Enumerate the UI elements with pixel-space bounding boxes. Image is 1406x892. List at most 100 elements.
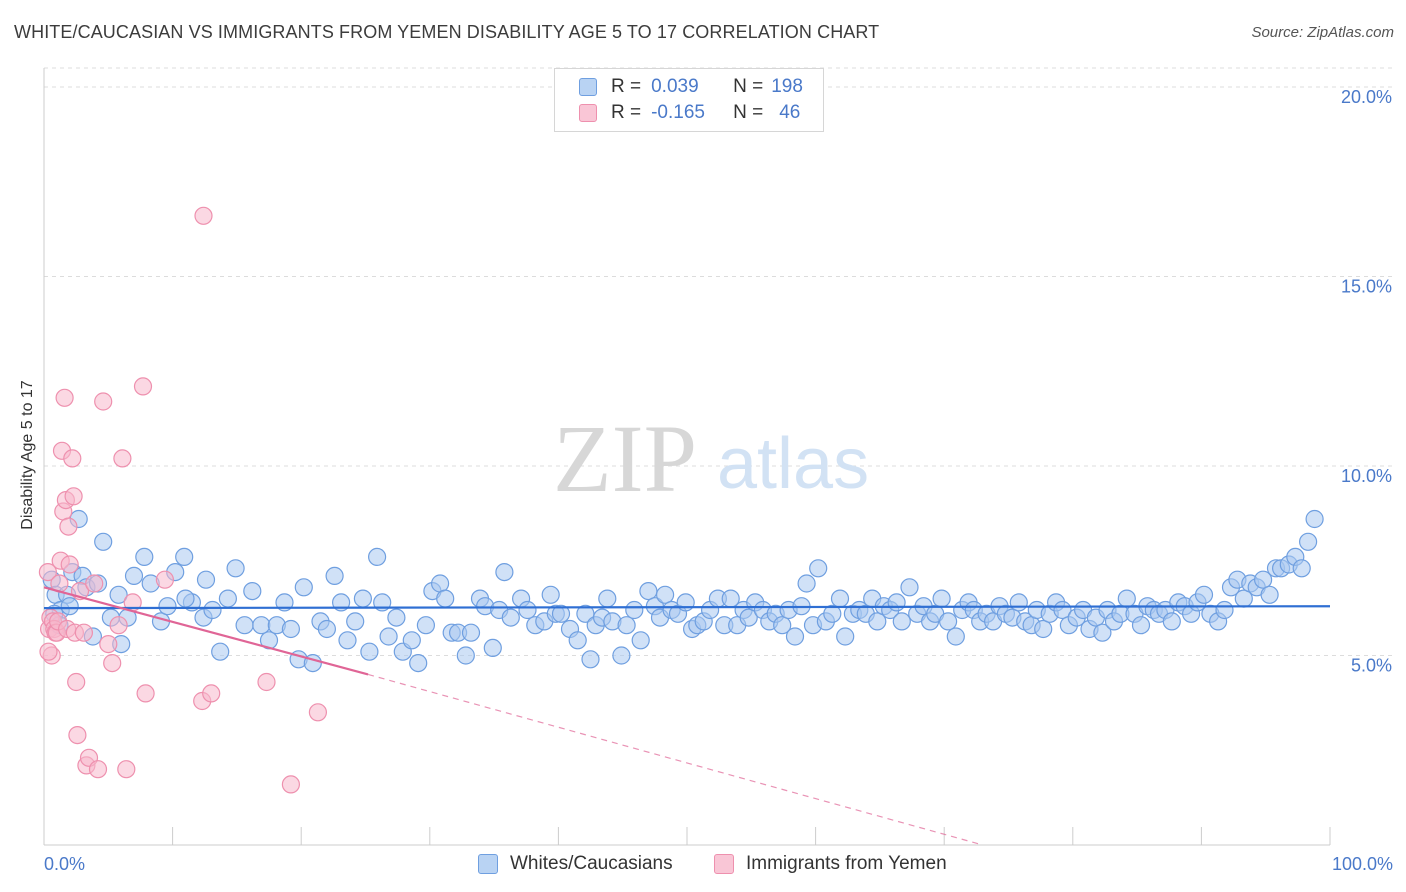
data-point-yemen bbox=[85, 574, 104, 593]
data-point-whites bbox=[568, 631, 587, 650]
data-point-whites bbox=[109, 585, 128, 604]
data-point-whites bbox=[631, 631, 650, 650]
data-point-whites bbox=[243, 581, 262, 601]
data-point-whites bbox=[124, 566, 144, 586]
data-point-yemen bbox=[59, 517, 78, 536]
chart-title: WHITE/CAUCASIAN VS IMMIGRANTS FROM YEMEN… bbox=[14, 22, 880, 42]
data-point-whites bbox=[409, 653, 428, 673]
bottom-legend-swatch-whites bbox=[478, 854, 498, 874]
bottom-legend-yemen: Immigrants from Yemen bbox=[714, 852, 947, 876]
y-tick-label: 10.0% bbox=[1341, 466, 1392, 486]
data-point-whites bbox=[346, 612, 365, 631]
data-point-yemen bbox=[55, 388, 74, 407]
legend: R = 0.039 N = 198 R = -0.165 N = 46 bbox=[554, 68, 824, 132]
data-point-whites bbox=[294, 578, 313, 597]
data-point-yemen bbox=[133, 377, 153, 396]
legend-row-yemen: R = -0.165 N = 46 bbox=[579, 101, 800, 125]
data-point-whites bbox=[60, 597, 79, 616]
data-point-yemen bbox=[117, 760, 136, 779]
data-point-whites bbox=[1292, 559, 1311, 578]
watermark-atlas: atlas bbox=[717, 424, 869, 504]
bottom-legend-whites: Whites/Caucasians bbox=[478, 852, 673, 876]
data-point-whites bbox=[797, 574, 816, 593]
legend-swatch-whites bbox=[579, 78, 597, 96]
data-point-yemen bbox=[109, 616, 128, 635]
y-tick-label: 15.0% bbox=[1341, 276, 1392, 296]
data-point-whites bbox=[655, 585, 675, 604]
data-point-whites bbox=[1131, 616, 1151, 635]
legend-r-value: 0.039 bbox=[651, 76, 699, 97]
data-point-whites bbox=[938, 612, 958, 631]
data-point-whites bbox=[932, 589, 951, 608]
series-yemen-points bbox=[38, 206, 327, 794]
data-point-yemen bbox=[68, 725, 87, 745]
source-label: Source: ZipAtlas.com bbox=[1251, 24, 1394, 41]
data-point-whites bbox=[625, 600, 644, 620]
data-point-yemen bbox=[103, 653, 122, 673]
watermark: ZIP atlas bbox=[553, 405, 869, 512]
data-point-whites bbox=[1093, 623, 1112, 642]
data-point-whites bbox=[353, 589, 372, 608]
data-point-whites bbox=[617, 616, 636, 635]
data-point-whites bbox=[676, 593, 695, 612]
legend-r-label: R = bbox=[611, 76, 642, 97]
data-point-whites bbox=[211, 642, 230, 661]
data-point-whites bbox=[900, 578, 919, 597]
data-point-whites bbox=[94, 532, 113, 551]
data-point-whites bbox=[501, 608, 520, 627]
data-point-whites bbox=[483, 638, 502, 658]
data-point-whites bbox=[436, 589, 455, 608]
data-point-whites bbox=[773, 616, 792, 635]
data-point-whites bbox=[1305, 509, 1324, 529]
data-point-whites bbox=[1034, 619, 1053, 639]
data-point-whites bbox=[431, 574, 450, 593]
data-point-whites bbox=[360, 642, 379, 661]
y-tick-label: 5.0% bbox=[1351, 655, 1392, 675]
data-point-whites bbox=[461, 623, 481, 642]
data-point-whites bbox=[830, 589, 850, 608]
data-point-yemen bbox=[74, 623, 94, 642]
data-point-whites bbox=[887, 593, 906, 612]
legend-n-label: N = bbox=[733, 76, 764, 97]
data-point-yemen bbox=[155, 570, 174, 589]
data-point-whites bbox=[1215, 600, 1234, 620]
data-point-yemen bbox=[257, 672, 276, 692]
data-point-whites bbox=[612, 646, 631, 665]
axes bbox=[43, 68, 1331, 846]
data-point-whites bbox=[416, 616, 435, 635]
data-point-whites bbox=[551, 604, 571, 623]
data-point-yemen bbox=[281, 775, 300, 794]
data-point-whites bbox=[598, 589, 617, 608]
data-point-whites bbox=[946, 627, 965, 646]
bottom-legend-label-whites: Whites/Caucasians bbox=[510, 853, 673, 874]
data-point-whites bbox=[1253, 570, 1273, 589]
data-point-whites bbox=[518, 600, 537, 620]
data-point-whites bbox=[252, 616, 271, 635]
x-tick-label: 0.0% bbox=[44, 854, 85, 874]
data-point-yemen bbox=[94, 392, 113, 411]
data-point-whites bbox=[226, 559, 245, 578]
trend-line-whites bbox=[43, 605, 1331, 610]
data-point-whites bbox=[175, 547, 194, 567]
tick-labels: 5.0% 10.0% 15.0% 20.0% 0.0% 100.0% bbox=[44, 87, 1393, 874]
trend-line-yemen-extension bbox=[367, 673, 983, 846]
data-point-yemen bbox=[39, 642, 58, 661]
data-point-whites bbox=[1260, 585, 1279, 604]
data-point-yemen bbox=[136, 684, 155, 703]
data-point-whites bbox=[892, 612, 911, 631]
data-point-yemen bbox=[60, 555, 79, 574]
data-point-yemen bbox=[88, 760, 108, 779]
data-point-whites bbox=[317, 619, 336, 639]
bottom-legend-swatch-yemen bbox=[714, 854, 734, 874]
y-tick-label: 20.0% bbox=[1341, 87, 1392, 107]
data-point-whites bbox=[176, 589, 195, 608]
data-point-whites bbox=[218, 589, 237, 608]
data-point-yemen bbox=[67, 672, 86, 692]
legend-r-label: R = bbox=[611, 102, 642, 123]
data-point-whites bbox=[581, 650, 600, 669]
legend-n-value: 198 bbox=[771, 76, 803, 97]
data-point-whites bbox=[338, 631, 357, 650]
legend-n-value: 46 bbox=[779, 102, 801, 123]
data-point-yemen bbox=[99, 634, 118, 654]
